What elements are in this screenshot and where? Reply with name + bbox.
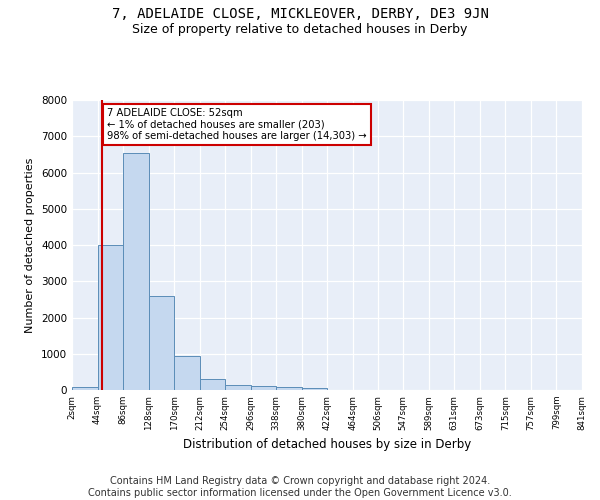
Y-axis label: Number of detached properties: Number of detached properties (25, 158, 35, 332)
Text: Size of property relative to detached houses in Derby: Size of property relative to detached ho… (133, 22, 467, 36)
Text: 7, ADELAIDE CLOSE, MICKLEOVER, DERBY, DE3 9JN: 7, ADELAIDE CLOSE, MICKLEOVER, DERBY, DE… (112, 8, 488, 22)
Text: Contains HM Land Registry data © Crown copyright and database right 2024.
Contai: Contains HM Land Registry data © Crown c… (88, 476, 512, 498)
Bar (276, 386, 302, 390)
X-axis label: Distribution of detached houses by size in Derby: Distribution of detached houses by size … (183, 438, 471, 451)
Text: 7 ADELAIDE CLOSE: 52sqm
← 1% of detached houses are smaller (203)
98% of semi-de: 7 ADELAIDE CLOSE: 52sqm ← 1% of detached… (107, 108, 367, 141)
Bar (174, 356, 200, 390)
Bar (123, 152, 149, 390)
Bar (149, 296, 174, 390)
Bar (72, 387, 98, 390)
Bar (98, 245, 123, 390)
Bar (302, 388, 328, 390)
Bar (225, 386, 251, 390)
Bar (251, 386, 276, 390)
Bar (200, 379, 225, 390)
